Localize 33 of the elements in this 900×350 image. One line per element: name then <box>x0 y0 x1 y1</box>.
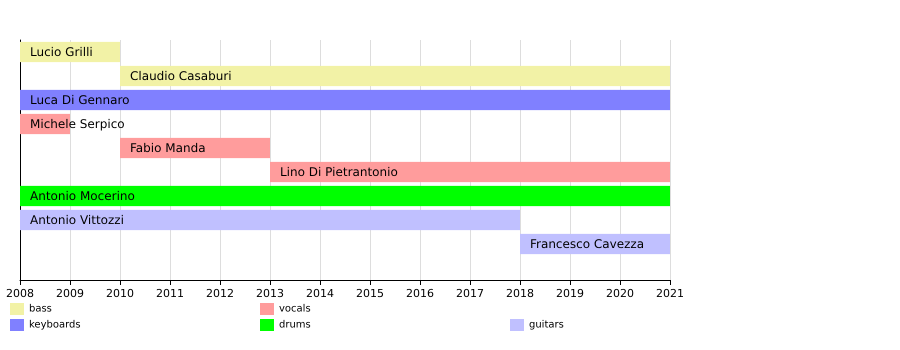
x-tick-label: 2014 <box>306 287 334 300</box>
data-label: Lino Di Pietrantonio <box>280 165 398 179</box>
bar <box>120 66 670 86</box>
data-label: Claudio Casaburi <box>130 69 232 83</box>
legend-label: guitars <box>529 320 564 330</box>
data-label: Luca Di Gennaro <box>30 93 130 107</box>
x-tick-label: 2019 <box>556 287 584 300</box>
x-tick-label: 2013 <box>256 287 284 300</box>
legend-label: vocals <box>279 304 311 314</box>
data-label: Francesco Cavezza <box>530 237 644 251</box>
x-tick-label: 2008 <box>6 287 34 300</box>
x-tick-label: 2020 <box>606 287 634 300</box>
bar <box>270 162 670 182</box>
legend-label: keyboards <box>29 320 81 330</box>
x-tick-label: 2012 <box>206 287 234 300</box>
x-tick-label: 2017 <box>456 287 484 300</box>
data-label: Antonio Vittozzi <box>30 213 124 227</box>
data-label: Lucio Grilli <box>30 45 93 59</box>
x-tick-label: 2011 <box>156 287 184 300</box>
bar <box>20 210 520 230</box>
data-label: Antonio Mocerino <box>30 189 135 203</box>
bar <box>20 90 670 110</box>
bar <box>20 186 670 206</box>
data-label: Fabio Manda <box>130 141 206 155</box>
data-label: Michele Serpico <box>30 117 125 131</box>
x-tick-label: 2018 <box>506 287 534 300</box>
x-tick-label: 2009 <box>56 287 84 300</box>
x-tick-label: 2015 <box>356 287 384 300</box>
x-tick-label: 2010 <box>106 287 134 300</box>
x-tick-label: 2016 <box>406 287 434 300</box>
legend-label: drums <box>279 320 311 330</box>
x-tick-label: 2021 <box>656 287 684 300</box>
legend-label: bass <box>29 304 52 314</box>
